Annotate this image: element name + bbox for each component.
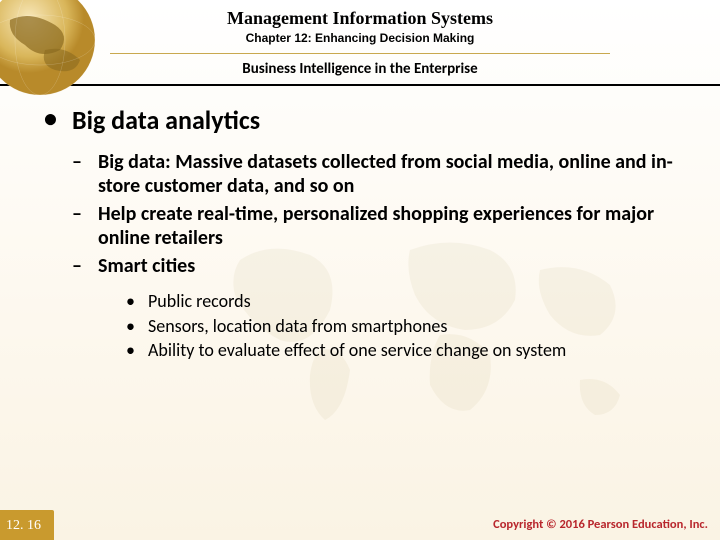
bullet-l3: Public records [126, 290, 676, 313]
section-title: Business Intelligence in the Enterprise [0, 60, 720, 78]
bullet-l3-text: Ability to evaluate effect of one servic… [148, 339, 566, 361]
bullet-l3: Ability to evaluate effect of one servic… [126, 339, 676, 362]
slide-header: Management Information Systems Chapter 1… [0, 0, 720, 78]
bullet-l3-text: Public records [148, 290, 251, 312]
bullet-l1: Big data analytics Big data: Massive dat… [44, 104, 676, 362]
bullet-l1-text: Big data analytics [72, 104, 260, 136]
slide-number: 12. 16 [6, 518, 41, 534]
bullet-l2-text: Big data: Massive datasets collected fro… [98, 150, 673, 198]
course-title: Management Information Systems [0, 8, 720, 29]
bullet-l3: Sensors, location data from smartphones [126, 315, 676, 338]
bullet-l2: Big data: Massive datasets collected fro… [72, 150, 676, 198]
slide-content: Big data analytics Big data: Massive dat… [0, 86, 720, 362]
bullet-l2-text: Help create real-time, personalized shop… [98, 202, 654, 250]
bullet-l2-text: Smart cities [98, 254, 195, 278]
bullet-l3-text: Sensors, location data from smartphones [148, 315, 447, 337]
slide-footer: 12. 16 Copyright © 2016 Pearson Educatio… [0, 504, 720, 540]
chapter-label: Chapter 12: Enhancing Decision Making [0, 31, 720, 45]
bullet-l2: Smart cities Public records Sensors, loc… [72, 254, 676, 362]
copyright-text: Copyright © 2016 Pearson Education, Inc. [493, 517, 708, 532]
bullet-l2: Help create real-time, personalized shop… [72, 202, 676, 250]
divider-thin [110, 53, 610, 54]
